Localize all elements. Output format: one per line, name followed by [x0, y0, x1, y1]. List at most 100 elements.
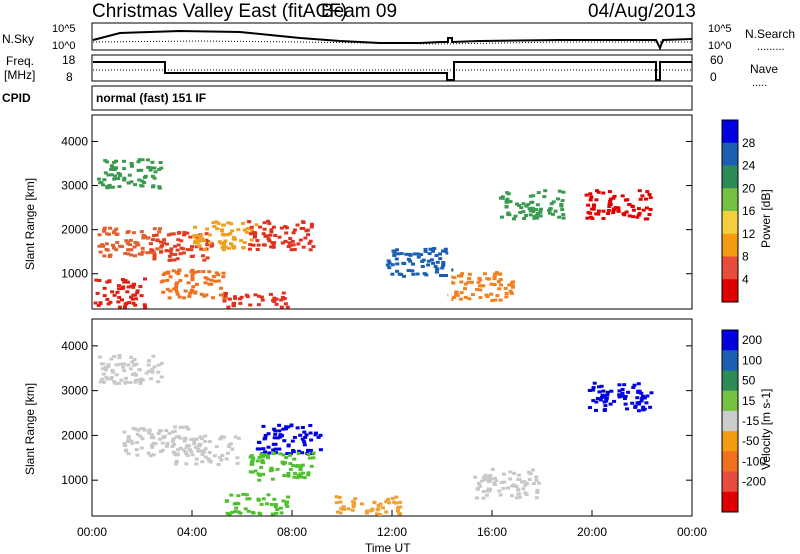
- echo-point: [222, 299, 227, 303]
- echo-point: [635, 215, 640, 219]
- echo-point: [269, 228, 274, 232]
- echo-point: [104, 368, 108, 372]
- echo-point: [269, 466, 274, 470]
- echo-point: [309, 222, 314, 226]
- echo-point: [265, 502, 269, 506]
- echo-point: [274, 297, 279, 301]
- echo-point: [208, 241, 213, 245]
- echo-point: [271, 245, 276, 249]
- echo-point: [168, 258, 173, 262]
- echo-point: [459, 280, 464, 284]
- power-colorbar: 28 24 20 16 12 8 4: [721, 119, 756, 303]
- echo-point: [111, 243, 115, 247]
- echo-point: [272, 296, 277, 300]
- echo-point: [486, 475, 491, 479]
- echo-point: [631, 386, 636, 389]
- echo-point: [241, 221, 245, 225]
- echo-point: [308, 431, 313, 435]
- echo-point: [234, 506, 239, 510]
- echo-point: [189, 270, 194, 274]
- power-colorbar-label: Power [dB]: [759, 189, 773, 248]
- echo-point: [171, 450, 176, 454]
- echo-point: [207, 282, 212, 286]
- echo-point: [133, 254, 137, 258]
- echo-point: [637, 189, 642, 193]
- echo-point: [242, 241, 247, 245]
- echo-point: [459, 274, 464, 278]
- echo-point: [137, 368, 142, 372]
- x-tick-label: 04:00: [177, 525, 207, 539]
- echo-point: [161, 241, 166, 245]
- echo-point: [171, 437, 176, 441]
- echo-point: [134, 297, 139, 301]
- echo-cluster: [97, 226, 164, 258]
- echo-point: [129, 253, 134, 257]
- echo-point: [178, 252, 183, 256]
- echo-point: [189, 450, 194, 454]
- echo-point: [211, 296, 215, 300]
- echo-point: [172, 258, 177, 262]
- echo-point: [473, 475, 478, 479]
- echo-point: [168, 275, 173, 279]
- echo-point: [337, 495, 342, 499]
- echo-point: [245, 295, 250, 299]
- echo-point: [398, 512, 402, 516]
- echo-point: [140, 250, 145, 254]
- echo-point: [232, 236, 236, 239]
- echo-point: [298, 472, 303, 476]
- echo-point: [584, 193, 589, 197]
- echo-point: [253, 234, 257, 238]
- echo-point: [478, 484, 483, 488]
- echo-point: [236, 228, 241, 232]
- echo-point: [126, 452, 131, 456]
- echo-point: [490, 299, 495, 302]
- echo-point: [263, 433, 268, 437]
- echo-point: [115, 241, 120, 244]
- echo-point: [159, 280, 164, 284]
- echo-point: [193, 225, 198, 229]
- echo-point: [110, 166, 115, 170]
- echo-point: [261, 424, 266, 428]
- echo-point: [162, 238, 167, 242]
- echo-point: [288, 452, 293, 456]
- echo-point: [644, 197, 648, 201]
- power-panel: 1000 2000 3000 4000 Slant Range [km] 28 24 20…: [23, 114, 773, 310]
- echo-point: [98, 250, 103, 254]
- echo-point: [150, 160, 155, 164]
- echo-point: [174, 284, 179, 288]
- echo-cluster: [224, 492, 291, 516]
- echo-point: [485, 295, 490, 299]
- echo-point: [272, 497, 277, 501]
- echo-point: [386, 259, 391, 263]
- echo-point: [263, 453, 268, 457]
- echo-point: [338, 500, 343, 504]
- echo-point: [645, 190, 650, 194]
- echo-point: [463, 287, 467, 291]
- echo-point: [529, 201, 534, 204]
- echo-point: [283, 225, 288, 228]
- echo-point: [396, 252, 401, 256]
- echo-point: [269, 230, 274, 234]
- nsky-tick-high: 10^5: [52, 23, 76, 35]
- echo-point: [144, 371, 149, 375]
- colorbar-segment: [722, 390, 738, 412]
- echo-point: [122, 167, 127, 171]
- echo-point: [129, 284, 134, 288]
- echo-point: [522, 217, 527, 220]
- data-gap: [448, 320, 452, 515]
- echo-point: [139, 377, 144, 381]
- echo-point: [158, 161, 163, 164]
- echo-point: [218, 456, 223, 459]
- echo-point: [178, 425, 183, 429]
- echo-point: [308, 239, 313, 243]
- echo-point: [595, 397, 600, 400]
- echo-point: [300, 426, 305, 429]
- echo-point: [639, 391, 644, 395]
- echo-point: [560, 199, 565, 203]
- echo-point: [286, 495, 291, 499]
- echo-point: [105, 232, 110, 236]
- echo-point: [266, 219, 271, 223]
- echo-point: [262, 227, 267, 231]
- echo-point: [224, 233, 229, 237]
- echo-point: [148, 242, 153, 246]
